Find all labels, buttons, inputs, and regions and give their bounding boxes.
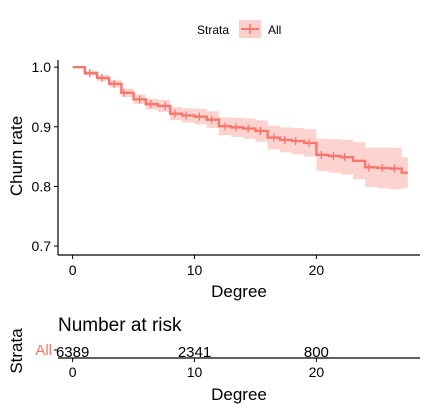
censor-mark-21 (340, 153, 349, 162)
risk-row-label-all: All (35, 342, 52, 359)
legend-title: Strata (197, 23, 229, 37)
censor-mark-7 (171, 109, 180, 118)
y-axis-label: Churn rate (7, 116, 26, 196)
x-tick-label: 0 (69, 262, 77, 278)
legend-entry-all: All (268, 23, 281, 37)
risk-x-tick-label: 20 (309, 364, 325, 380)
risk-x-axis-label: Degree (211, 385, 267, 404)
censor-marks (85, 69, 399, 173)
censor-mark-1 (97, 73, 106, 82)
x-tick-label: 10 (187, 262, 203, 278)
risk-values: 6389 2341 800 (56, 344, 329, 361)
risk-x-tick-label: 0 (69, 364, 77, 380)
censor-mark-3 (119, 88, 128, 97)
y-tick-label: 0.8 (32, 178, 52, 194)
censor-mark-12 (231, 123, 240, 132)
risk-x-tick-label: 10 (187, 364, 203, 380)
censor-mark-0 (85, 69, 94, 78)
main-axes: 0.7 0.8 0.9 1.0 0 10 20 (32, 59, 420, 278)
y-tick-label: 1.0 (32, 59, 52, 75)
y-tick-label: 0.7 (32, 238, 52, 254)
censor-mark-23 (378, 163, 387, 172)
censor-mark-20 (329, 152, 338, 161)
censor-mark-22 (364, 163, 373, 172)
risk-table-y-label: Strata (7, 328, 26, 374)
censor-mark-5 (146, 100, 155, 109)
y-tick-label: 0.9 (32, 119, 52, 135)
risk-value-0: 6389 (56, 344, 89, 361)
censor-mark-8 (181, 111, 190, 120)
risk-table-title: Number at risk (58, 315, 182, 336)
censor-mark-18 (305, 138, 314, 147)
censor-mark-9 (195, 112, 204, 121)
risk-table: Number at risk Strata All 6389 2341 800 0 1… (7, 315, 420, 404)
censor-mark-11 (220, 122, 229, 131)
censor-mark-13 (244, 124, 253, 133)
survival-curve (72, 65, 408, 174)
risk-axes: 0 10 20 (54, 349, 420, 380)
censor-mark-24 (390, 164, 399, 173)
censor-mark-4 (135, 95, 144, 104)
censor-mark-6 (161, 101, 170, 110)
censor-mark-10 (207, 115, 216, 124)
series-line-all (72, 65, 408, 174)
x-tick-label: 20 (309, 262, 325, 278)
censor-mark-15 (269, 133, 278, 142)
risk-value-10: 2341 (178, 344, 211, 361)
x-axis-label: Degree (211, 282, 267, 301)
risk-value-20: 800 (304, 344, 329, 361)
censor-mark-17 (291, 137, 300, 146)
censor-mark-14 (256, 126, 265, 135)
legend: Strata All (197, 20, 281, 38)
censor-mark-19 (317, 150, 326, 159)
censor-mark-2 (110, 79, 119, 88)
main-plot: 0.7 0.8 0.9 1.0 0 10 20 Churn rate Degree (7, 59, 420, 301)
censor-mark-16 (280, 135, 289, 144)
